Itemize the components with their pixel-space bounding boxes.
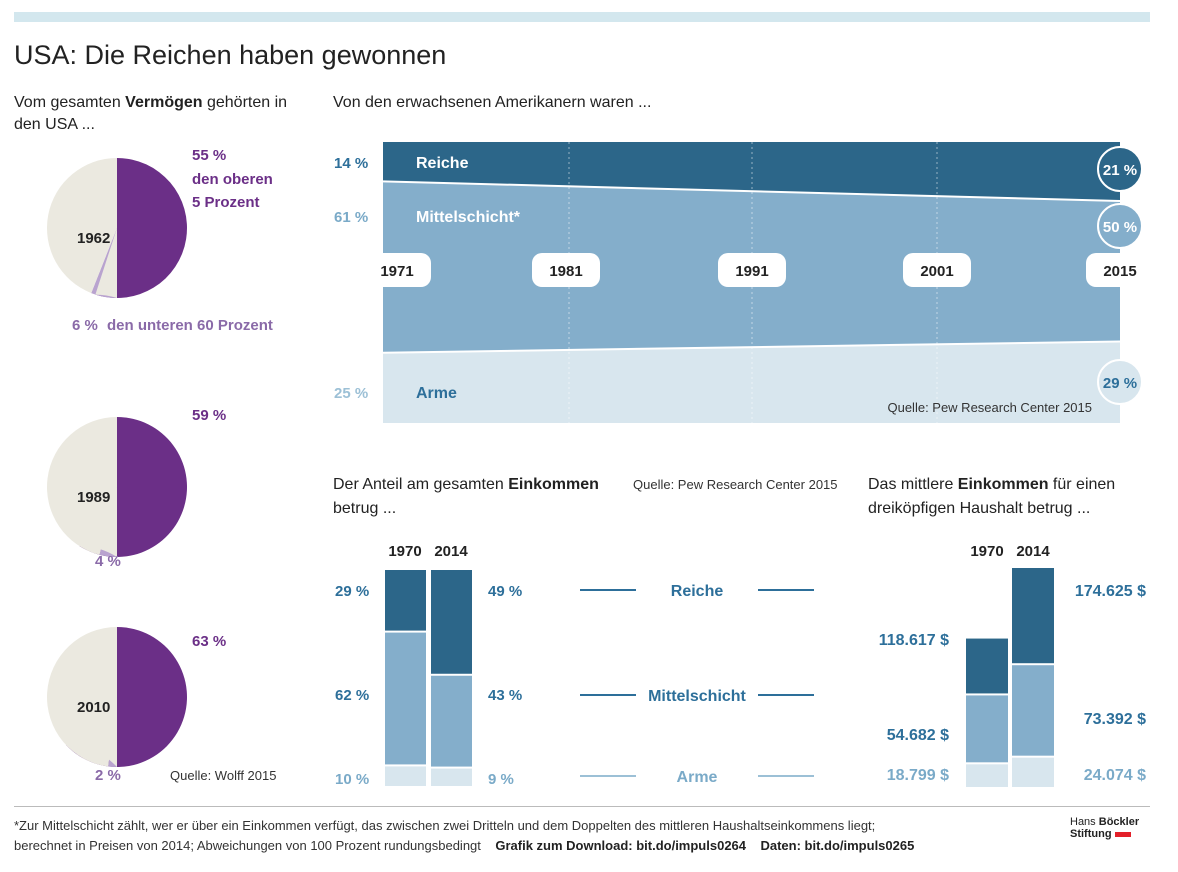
flow-end-circle-mittelschicht xyxy=(1097,203,1143,249)
share-value-2014-2: 9 % xyxy=(488,771,514,788)
flow-end-value-arme: 29 % xyxy=(1103,375,1137,392)
flow-year-pill-1971 xyxy=(363,253,431,287)
pie-year-label-1989: 1989 xyxy=(77,489,110,506)
flow-year-pill-2001 xyxy=(903,253,971,287)
pie-slice-rest-1962 xyxy=(47,158,117,294)
flow-end-value-reiche: 21 % xyxy=(1103,162,1137,179)
flow-label-mittelschicht: Mittelschicht* xyxy=(416,209,521,226)
pie-year-label-2010: 2010 xyxy=(77,699,110,716)
wealth-intro: Vom gesamten Vermögen gehörten in den US… xyxy=(14,94,288,133)
pie-top5-value-1989: 59 % xyxy=(192,407,226,424)
flow-start-reiche: 14 % xyxy=(334,155,368,172)
flow-end-value-mittelschicht: 50 % xyxy=(1103,219,1137,236)
income-year-1970: 1970 xyxy=(970,543,1003,560)
median-income-intro-line2: dreiköpfigen Haushalt betrug ... xyxy=(868,500,1091,517)
share-bar-mittelschicht-1970 xyxy=(385,632,426,765)
income-bar-reiche-1970 xyxy=(966,638,1008,694)
income-value-2014-0: 174.625 $ xyxy=(1075,583,1146,600)
flow-year-pill-1981 xyxy=(532,253,600,287)
top-accent-bar xyxy=(14,12,1150,22)
footer-divider xyxy=(14,806,1150,807)
share-bar-reiche-1970 xyxy=(385,570,426,631)
income-value-1970-1: 54.682 $ xyxy=(887,727,949,744)
income-value-1970-2: 18.799 $ xyxy=(887,767,949,784)
income-value-2014-2: 24.074 $ xyxy=(1084,767,1146,784)
share-legend-label-2: Arme xyxy=(677,769,718,786)
share-legend-label-1: Mittelschicht xyxy=(648,688,746,705)
pie-top5-value-2010: 63 % xyxy=(192,633,226,650)
income-bar-arme-1970 xyxy=(966,764,1008,787)
flow-label-arme: Arme xyxy=(416,385,457,402)
income-bar-arme-2014 xyxy=(1012,757,1054,787)
share-bar-arme-2014 xyxy=(431,768,472,786)
flow-intro: Von den erwachsenen Amerikanern waren ..… xyxy=(333,94,652,111)
share-value-2014-1: 43 % xyxy=(488,687,522,704)
footnote-line1: *Zur Mittelschicht zählt, wer er über ei… xyxy=(14,818,876,833)
share-value-1970-0: 29 % xyxy=(335,583,369,600)
income-share-source: Quelle: Pew Research Center 2015 xyxy=(633,477,838,492)
pie-bottom60-value-2010: 2 % xyxy=(95,767,121,784)
download-link[interactable]: Grafik zum Download: bit.do/impuls0264 xyxy=(495,838,747,853)
flow-year-label-1991: 1991 xyxy=(735,263,768,280)
share-year-1970: 1970 xyxy=(388,543,421,560)
footnote-line2: berechnet in Preisen von 2014; Abweichun… xyxy=(14,838,915,853)
share-year-2014: 2014 xyxy=(434,543,468,560)
page-title: USA: Die Reichen haben gewonnen xyxy=(14,40,447,70)
pie-top5-label-line2: 5 Prozent xyxy=(192,194,260,211)
pie-slice-top5-1962 xyxy=(95,158,188,298)
pie-slice-rest2-1962 xyxy=(95,228,117,298)
flow-end-circle-arme xyxy=(1097,359,1143,405)
pie-slice-rest2-2010 xyxy=(65,697,117,767)
share-bar-reiche-2014 xyxy=(431,570,472,674)
share-legend-label-0: Reiche xyxy=(671,583,724,600)
pie-source: Quelle: Wolff 2015 xyxy=(170,768,276,783)
flow-separator-1 xyxy=(382,180,1121,203)
flow-year-label-1981: 1981 xyxy=(549,263,582,280)
income-bar-reiche-2014 xyxy=(1012,568,1054,664)
flow-start-mittelschicht: 61 % xyxy=(334,209,368,226)
share-bar-mittelschicht-2014 xyxy=(431,675,472,767)
pie-top5-label-line1: den oberen xyxy=(192,171,273,188)
income-share-intro: Der Anteil am gesamten Einkommen xyxy=(333,476,599,493)
flow-year-label-2015: 2015 xyxy=(1103,263,1136,280)
flow-year-label-2001: 2001 xyxy=(920,263,953,280)
flow-year-pill-2015 xyxy=(1086,253,1154,287)
median-income-intro: Das mittlere Einkommen für einen xyxy=(868,476,1116,493)
share-value-1970-2: 10 % xyxy=(335,771,369,788)
flow-start-arme: 25 % xyxy=(334,385,368,402)
flow-label-reiche: Reiche xyxy=(416,155,469,172)
flow-source: Quelle: Pew Research Center 2015 xyxy=(887,400,1092,415)
hans-boeckler-logo: Hans Böckler Stiftung xyxy=(1070,816,1140,840)
pie-top5-value-1962: 55 % xyxy=(192,147,226,164)
pie-bottom60-value-1962: 6 % xyxy=(72,317,98,334)
income-value-2014-1: 73.392 $ xyxy=(1084,711,1146,728)
income-share-intro-line2: betrug ... xyxy=(333,500,397,517)
pie-bottom60-label: den unteren 60 Prozent xyxy=(107,317,273,334)
pie-slice-rest2-1989 xyxy=(79,487,117,557)
pie-bottom60-value-1989: 4 % xyxy=(95,553,121,570)
income-value-1970-0: 118.617 $ xyxy=(879,632,949,649)
share-bar-arme-1970 xyxy=(385,766,426,786)
income-bar-mittelschicht-2014 xyxy=(1012,665,1054,756)
data-link[interactable]: Daten: bit.do/impuls0265 xyxy=(760,838,915,853)
flow-year-label-1971: 1971 xyxy=(380,263,413,280)
share-value-1970-1: 62 % xyxy=(335,687,369,704)
income-year-2014: 2014 xyxy=(1016,543,1050,560)
flow-year-pill-1991 xyxy=(718,253,786,287)
share-value-2014-0: 49 % xyxy=(488,583,522,600)
pie-year-label-1962: 1962 xyxy=(77,230,110,247)
income-bar-mittelschicht-1970 xyxy=(966,695,1008,763)
footnote: *Zur Mittelschicht zählt, wer er über ei… xyxy=(14,816,974,856)
flow-end-circle-reiche xyxy=(1097,146,1143,192)
